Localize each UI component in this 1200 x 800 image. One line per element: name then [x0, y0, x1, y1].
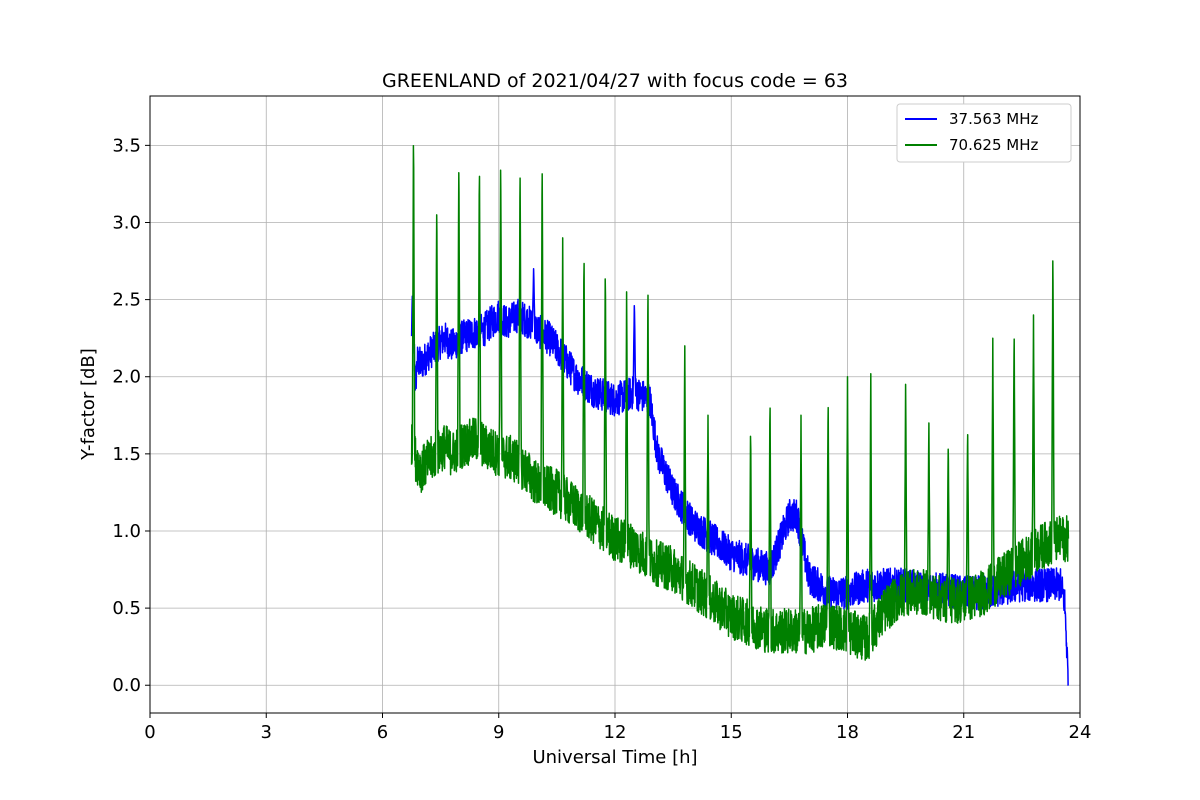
- y-tick-label: 1.0: [112, 521, 141, 542]
- x-tick-label: 0: [144, 722, 155, 743]
- y-axis-ticks: 0.0 0.5 1.0 1.5 2.0 2.5 3.0 3.5: [112, 135, 150, 696]
- x-tick-label: 12: [604, 722, 627, 743]
- y-tick-label: 1.5: [112, 444, 141, 465]
- series-group: [410, 145, 1070, 686]
- legend-box: [896, 103, 1072, 163]
- x-tick-label: 21: [952, 722, 975, 743]
- y-tick-label: 3.5: [112, 135, 141, 156]
- chart-title: GREENLAND of 2021/04/27 with focus code …: [382, 70, 848, 92]
- series-line-2: [410, 145, 1070, 661]
- y-axis-label: Y-factor [dB]: [78, 348, 99, 461]
- y-tick-label: 0.5: [112, 598, 141, 619]
- y-tick-label: 2.5: [112, 290, 141, 311]
- x-tick-label: 15: [720, 722, 743, 743]
- legend-label-series-2: 70.625 MHz: [949, 136, 1038, 154]
- x-axis-ticks: 0 3 6 9 12 15 18 21 24: [144, 713, 1091, 743]
- y-tick-label: 2.0: [112, 367, 141, 388]
- y-tick-label: 0.0: [112, 675, 141, 696]
- x-tick-label: 6: [377, 722, 388, 743]
- y-tick-label: 3.0: [112, 212, 141, 233]
- x-tick-label: 18: [836, 722, 859, 743]
- legend-label-series-1: 37.563 MHz: [949, 110, 1038, 128]
- x-tick-label: 9: [493, 722, 504, 743]
- x-tick-label: 24: [1069, 722, 1092, 743]
- x-tick-label: 3: [261, 722, 272, 743]
- x-axis-label: Universal Time [h]: [532, 747, 697, 768]
- legend: 37.563 MHz 70.625 MHz: [896, 103, 1072, 163]
